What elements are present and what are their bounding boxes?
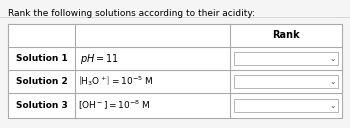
Text: Solution 2: Solution 2 — [16, 77, 67, 86]
Text: Solution 3: Solution 3 — [16, 101, 67, 110]
Bar — [234, 99, 338, 112]
Bar — [8, 24, 342, 118]
Text: $\left[\mathrm{OH^-}\right] = 10^{-8}\ \mathrm{M}$: $\left[\mathrm{OH^-}\right] = 10^{-8}\ \… — [78, 99, 151, 112]
Text: ⌄: ⌄ — [330, 77, 336, 86]
Text: ⌄: ⌄ — [330, 101, 336, 110]
Text: Rank: Rank — [272, 30, 300, 40]
Text: Rank the following solutions according to their acidity:: Rank the following solutions according t… — [8, 9, 255, 18]
Bar — [234, 52, 338, 65]
Text: ⌄: ⌄ — [330, 54, 336, 63]
Text: $\mathit{pH} = 11$: $\mathit{pH} = 11$ — [80, 51, 119, 66]
Text: Solution 1: Solution 1 — [16, 54, 67, 63]
Bar — [234, 75, 338, 88]
Text: $\left[\mathrm{H_3O^+}\right] = 10^{-5}\ \mathrm{M}$: $\left[\mathrm{H_3O^+}\right] = 10^{-5}\… — [78, 74, 153, 88]
